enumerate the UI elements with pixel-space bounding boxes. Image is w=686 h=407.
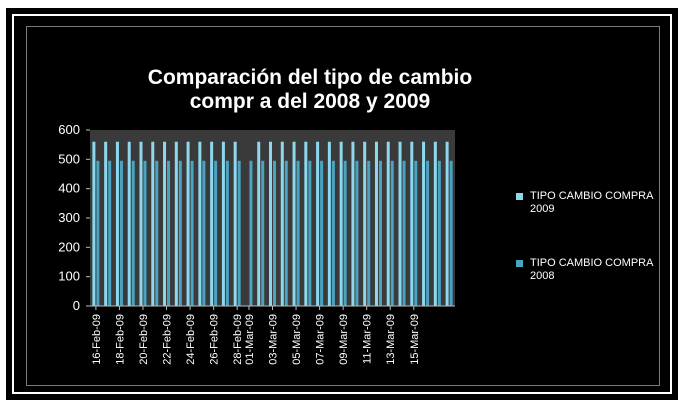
bar-2008: [437, 160, 441, 306]
x-tick-label: 15-Mar-09: [409, 314, 421, 365]
bar-2008: [449, 160, 453, 306]
x-tick-label: 03-Mar-09: [268, 314, 280, 365]
chart-title-line: Comparación del tipo de cambio: [147, 66, 473, 89]
bar-2008: [378, 160, 382, 306]
legend-label-2008: TIPO CAMBIO COMPRA 2008: [530, 257, 653, 282]
bar-2008: [131, 160, 135, 306]
bar-2009: [198, 141, 202, 306]
bar-2009: [316, 141, 320, 306]
bar-2008: [426, 160, 430, 306]
bar-2008: [155, 160, 159, 306]
bar-2009: [339, 141, 343, 306]
bar-2009: [363, 141, 367, 306]
chart-title: Comparación del tipo de cambio compr a de…: [100, 66, 520, 114]
bar-2008: [308, 160, 312, 306]
bar-2008: [367, 160, 371, 306]
bar-2008: [214, 160, 218, 306]
bar-2009: [174, 141, 178, 306]
x-tick-label: 11-Mar-09: [362, 314, 374, 364]
bar-2009: [410, 141, 414, 306]
legend-swatch-2008: [516, 260, 523, 267]
bar-2009: [398, 141, 402, 306]
y-tick-label: 600: [58, 122, 80, 137]
bar-2009: [280, 141, 284, 306]
y-tick-label: 500: [58, 151, 80, 166]
bar-2009: [433, 141, 437, 306]
bar-2009: [374, 141, 378, 306]
bar-2008: [331, 160, 335, 306]
y-tick-label: 300: [58, 210, 80, 225]
x-tick-label: 09-Mar-09: [338, 314, 350, 365]
bar-2009: [257, 141, 261, 306]
bar-2008: [284, 160, 288, 306]
x-tick-label: 13-Mar-09: [385, 314, 397, 365]
bar-2009: [269, 141, 272, 306]
bar-2008: [225, 160, 229, 306]
y-tick-label: 200: [58, 239, 80, 254]
bar-2008: [390, 160, 394, 306]
bar-2009: [115, 141, 119, 306]
bar-2009: [386, 141, 390, 306]
x-tick-label: 26-Feb-09: [209, 314, 221, 365]
bar-2008: [355, 160, 359, 306]
bar-2008: [178, 160, 182, 306]
legend-label-2009: TIPO CAMBIO COMPRA 2009: [530, 190, 653, 215]
bar-2008: [237, 160, 241, 306]
x-tick-label: 01-Mar-09: [244, 314, 256, 365]
bar-2009: [327, 141, 331, 306]
bar-2008: [167, 160, 171, 306]
bar-2008: [202, 160, 206, 306]
bar-2009: [151, 141, 155, 306]
legend-swatch-2009: [516, 193, 523, 200]
bar-2009: [422, 141, 426, 306]
x-tick-label: 28-Feb-09: [232, 314, 244, 365]
x-tick-label: 16-Feb-09: [91, 314, 103, 365]
bar-2008: [261, 160, 265, 306]
bar-2009: [186, 141, 190, 306]
bar-2009: [127, 141, 131, 306]
bar-2008: [143, 160, 147, 306]
bar-2008: [320, 160, 324, 306]
bar-2008: [96, 160, 100, 306]
plot-area: [90, 130, 455, 306]
bar-2008: [119, 160, 123, 306]
x-tick-label: 20-Feb-09: [138, 314, 150, 365]
x-tick-label: 05-Mar-09: [291, 314, 303, 365]
bar-2009: [304, 141, 308, 306]
bar-2009: [292, 141, 296, 306]
y-tick-label: 100: [58, 269, 80, 284]
x-tick-label: 18-Feb-09: [114, 314, 126, 365]
y-tick-label: 400: [58, 181, 80, 196]
x-tick-label: 22-Feb-09: [162, 314, 174, 365]
bar-2009: [210, 141, 214, 306]
bar-2008: [190, 160, 194, 306]
bar-2009: [221, 141, 225, 306]
chart-area-border: [26, 26, 660, 386]
bar-2008: [402, 160, 406, 306]
bar-2009: [233, 141, 237, 306]
bar-2009: [351, 141, 355, 306]
bar-2008: [414, 160, 418, 306]
bar-2008: [108, 160, 112, 306]
bar-2008: [273, 160, 276, 306]
bar-2008: [296, 160, 300, 306]
white-border: [12, 14, 672, 394]
bar-2009: [139, 141, 143, 306]
x-tick-label: 07-Mar-09: [315, 314, 327, 365]
x-tick-label: 24-Feb-09: [185, 314, 197, 365]
y-tick-label: 0: [73, 298, 80, 313]
bar-2009: [163, 141, 167, 306]
chart-title-line: compr a del 2008 y 2009: [189, 90, 431, 113]
bar-2009: [92, 141, 96, 306]
bar-2009: [445, 141, 449, 306]
bar-2008: [249, 160, 253, 306]
bar-2008: [343, 160, 347, 306]
bar-2009: [104, 141, 108, 306]
